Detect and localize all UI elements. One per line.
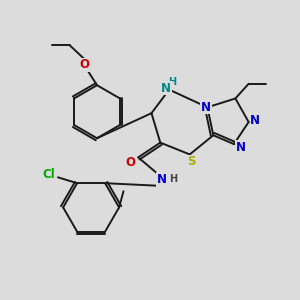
Text: S: S (187, 155, 196, 168)
Text: N: N (250, 114, 260, 127)
Text: O: O (80, 58, 90, 71)
Text: Cl: Cl (43, 168, 56, 182)
Text: N: N (161, 82, 171, 95)
Text: N: N (201, 101, 211, 114)
Text: H: H (169, 174, 178, 184)
Text: N: N (157, 173, 167, 186)
Text: N: N (236, 141, 245, 154)
Text: O: O (126, 156, 136, 169)
Text: H: H (169, 77, 177, 87)
